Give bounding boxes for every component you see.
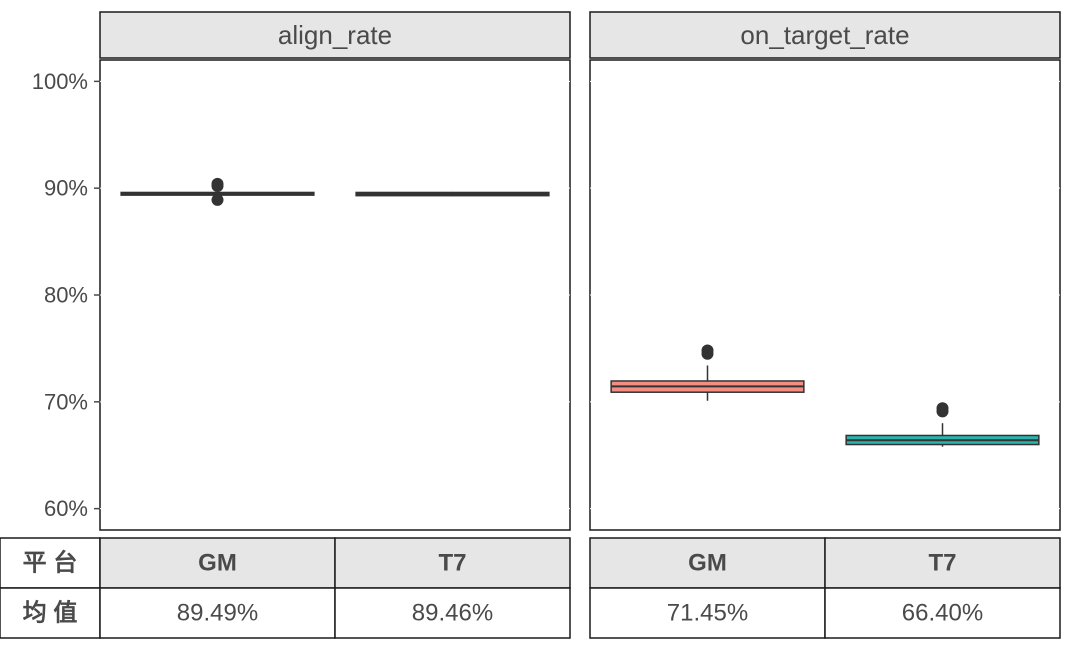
table-row-label: 均 值 (23, 599, 78, 627)
table-header-text: T7 (438, 550, 466, 577)
outlier-point (212, 178, 224, 190)
outlier-point (212, 194, 224, 206)
table-header-text: T7 (928, 550, 956, 577)
table-header-text: GM (688, 550, 727, 577)
table-value-text: 89.46% (412, 600, 493, 627)
boxplot-figure: align_rate on_target_rate 60% 70% 80% 90% 100%… (0, 0, 1080, 662)
table-row-label: 平 台 (23, 549, 78, 577)
table-value-text: 71.45% (667, 600, 748, 627)
y-tick-label: 60% (44, 496, 88, 521)
facet-title: on_target_rate (740, 20, 909, 50)
y-tick-label: 90% (44, 176, 88, 201)
table-value-text: 66.40% (902, 600, 983, 627)
outlier-point (937, 402, 949, 414)
table-value-text: 89.49% (177, 600, 258, 627)
y-tick-label: 70% (44, 389, 88, 414)
facet-title: align_rate (278, 20, 392, 50)
outlier-point (702, 345, 714, 357)
y-tick-label: 100% (32, 69, 88, 94)
boxplot-svg: align_rate on_target_rate 60% 70% 80% 90% 100%… (0, 0, 1080, 662)
y-tick-label: 80% (44, 283, 88, 308)
table-header-text: GM (198, 550, 237, 577)
